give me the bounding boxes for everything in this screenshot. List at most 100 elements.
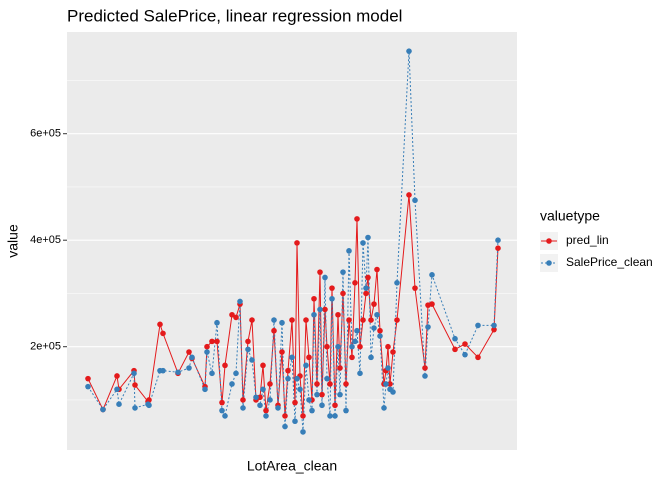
point [202,386,208,393]
point [322,306,328,313]
point [245,346,251,353]
point [495,245,501,251]
point [368,354,374,361]
point [491,322,497,329]
legend-label: SalePrice_clean [566,255,653,269]
point [245,338,251,345]
point [271,327,277,334]
point [332,413,338,419]
point [390,349,396,355]
point [314,381,320,387]
point [100,406,106,413]
y-tick-label: 4e+05 [30,234,61,246]
point [385,343,391,350]
point [260,386,266,393]
point [146,397,152,403]
point [303,362,309,369]
point [357,343,363,350]
point [240,397,246,403]
point [429,301,435,307]
point [429,272,435,278]
point [214,319,220,326]
point [385,365,391,371]
point [297,386,303,393]
series-line [87,51,499,432]
point [324,375,330,382]
point [349,343,355,350]
point [257,402,263,409]
point [311,311,317,318]
point [425,324,431,330]
point [327,413,333,419]
chart-title: Predicted SalePrice, linear regression m… [67,6,402,25]
point [317,269,323,275]
point [263,413,269,419]
point [222,362,228,369]
point [346,248,352,254]
point [452,335,458,342]
legend-label: pred_lin [566,233,609,247]
point [132,382,138,388]
point [406,48,412,54]
point [371,301,377,307]
point [306,354,312,361]
point [240,405,246,411]
point [85,375,91,382]
point [343,381,349,387]
point [292,418,298,425]
legend-point [546,260,552,266]
point [285,375,291,382]
point [495,237,501,244]
point [322,274,328,281]
point [114,373,120,379]
point [377,327,383,334]
point [237,298,243,305]
point [346,317,352,323]
point [279,319,285,326]
point [314,391,320,398]
point [365,274,371,281]
point [214,338,220,345]
point [300,413,306,419]
point [363,290,369,297]
legend-title: valuetype [540,208,600,224]
y-tick-label: 6e+05 [30,128,61,140]
point [352,338,358,345]
point [260,362,266,369]
point [412,285,418,291]
point [387,381,393,387]
point [229,311,235,318]
point [233,314,239,321]
point [303,317,309,323]
point [335,343,341,350]
point [319,402,325,409]
point [233,370,239,377]
point [360,317,366,323]
point [475,354,481,361]
point [271,317,277,323]
point [343,407,349,414]
point [491,326,497,333]
point [219,399,225,406]
point [390,389,396,395]
point [209,338,215,345]
point [462,341,468,347]
point [462,351,468,358]
panel [67,32,517,450]
point [377,333,383,339]
point [263,407,269,414]
point [452,346,458,353]
point [294,375,300,382]
point [116,401,122,408]
point [257,394,263,401]
point [209,370,215,377]
point [406,192,412,198]
point [357,370,363,377]
point [186,349,192,355]
point [229,381,235,387]
point [394,317,400,323]
point [317,306,323,313]
point [352,280,358,286]
point [365,234,371,241]
